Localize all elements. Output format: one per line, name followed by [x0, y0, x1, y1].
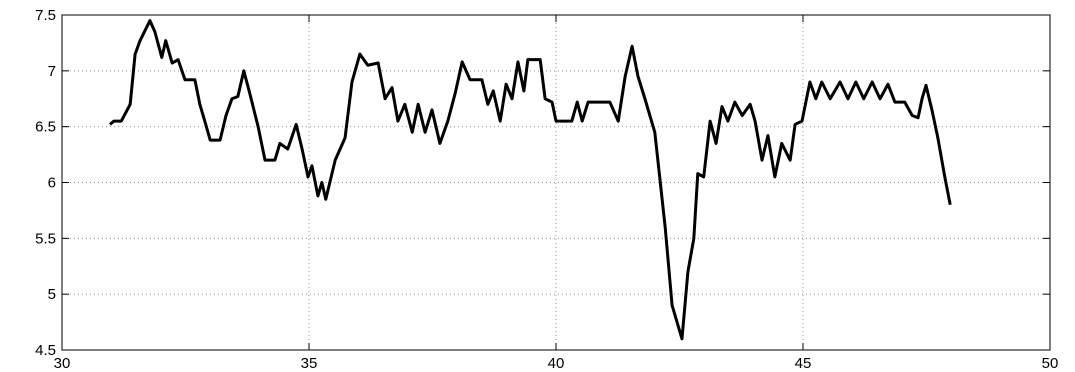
y-tick-label: 5.5: [35, 230, 56, 247]
y-tick-label: 7: [48, 63, 56, 80]
y-tick-label: 4.5: [35, 342, 56, 359]
y-tick-label: 7.5: [35, 7, 56, 24]
x-tick-label: 35: [301, 355, 318, 372]
y-tick-label: 6: [48, 175, 56, 192]
x-tick-label: 30: [54, 355, 71, 372]
line-series: [108, 19, 952, 341]
y-tick-label: 6.5: [35, 119, 56, 136]
x-tick-label: 50: [1042, 355, 1059, 372]
y-tick-label: 5: [48, 286, 56, 303]
plot-frame: [61, 14, 1051, 351]
x-tick-label: 40: [548, 355, 565, 372]
x-tick-label: 45: [795, 355, 812, 372]
